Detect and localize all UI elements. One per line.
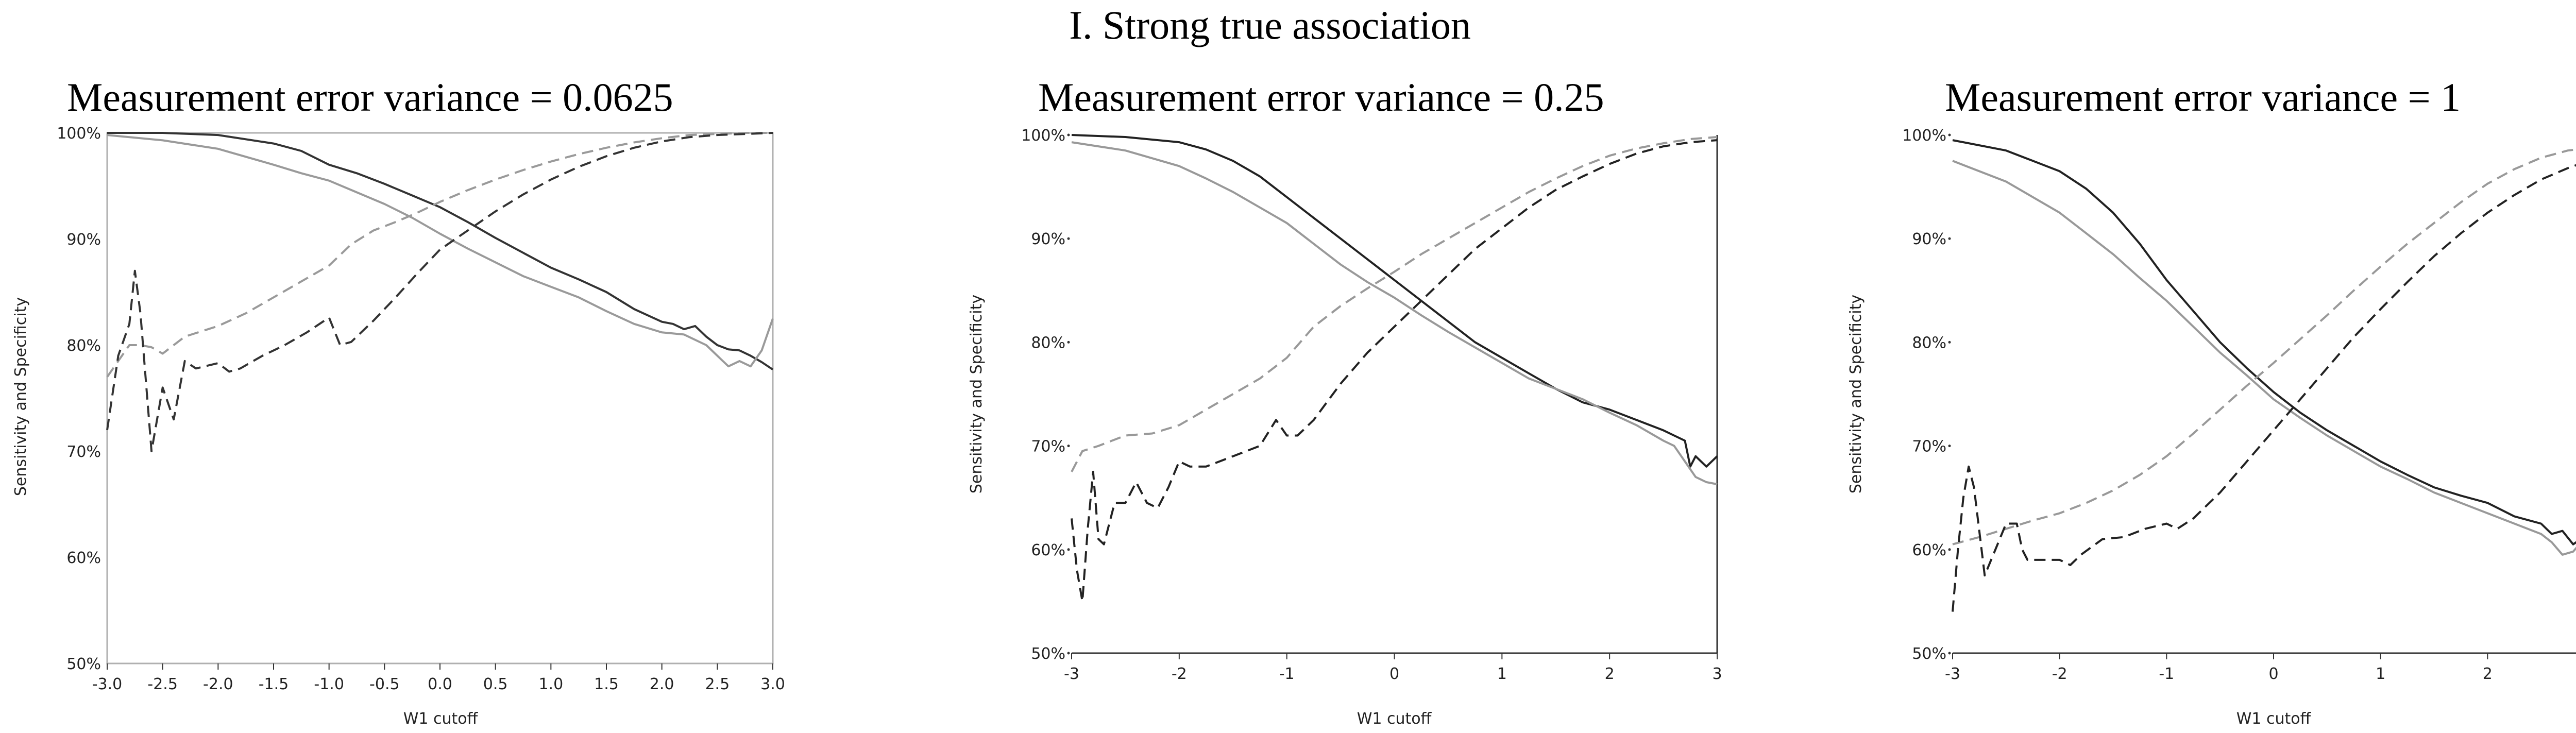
panel-2-y-tick-label: 50% [1031, 645, 1065, 663]
panel-1-x-tick-label: -0.5 [369, 675, 400, 693]
panel-2-x-tick-label: 0 [1389, 665, 1399, 683]
panel-3-y-tick [1948, 340, 1951, 344]
panel-2-series-4-line [1071, 139, 1718, 603]
panel-2-y-tick-label: 70% [1031, 438, 1065, 456]
panel-3-series-2-line [1952, 160, 2576, 556]
panel-2: Measurement error variance = 0.25 Sensit… [968, 75, 1722, 728]
panel-1-x-tick-label: -1.5 [259, 675, 289, 693]
panel-1-y-tick-label: 70% [66, 443, 101, 461]
panel-2-x-tick-label: -2 [1172, 665, 1187, 683]
panel-1: Measurement error variance = 0.0625 Sens… [12, 75, 785, 728]
panel-3-x-tick-label: -3 [1945, 665, 1960, 683]
panel-1-frame [106, 132, 774, 664]
panel-3-y-tick-label: 90% [1912, 230, 1946, 248]
panel-1-x-tick-label: -3.0 [92, 675, 123, 693]
panel-2-y-axis-label: Sensitivity and Specificity [968, 295, 986, 493]
panel-1-y-tick-label: 50% [66, 655, 101, 673]
panel-1-x-tick-label: 2.5 [705, 675, 730, 693]
panel-1-x-tick-label: 3.0 [760, 675, 785, 693]
panel-3-series-1-line [1952, 139, 2576, 546]
panel-1-y-tick-label: 100% [57, 125, 101, 143]
panel-3-y-tick-label: 50% [1912, 645, 1946, 663]
panel-3-x-tick-label: 0 [2268, 665, 2278, 683]
panel-3-y-tick-label: 100% [1902, 127, 1946, 145]
panel-2-y-tick-label: 60% [1031, 541, 1065, 559]
panel-3-y-tick [1948, 652, 1951, 655]
panel-1-x-tick-label: -2.0 [203, 675, 233, 693]
panel-3-y-tick [1948, 133, 1951, 137]
panel-1-x-tick-label: 0.5 [483, 675, 508, 693]
panel-1-series-3-line [106, 132, 773, 378]
panel-2-y-tick [1067, 237, 1070, 240]
panel-3-title: Measurement error variance = 1 [1945, 75, 2461, 120]
panel-1-x-axis-label: W1 cutoff [403, 710, 479, 728]
panel-3-x-tick-label: -2 [2052, 665, 2067, 683]
panel-3-y-tick-label: 70% [1912, 438, 1946, 456]
panel-2-x-tick-label: -1 [1279, 665, 1295, 683]
panel-1-series-2-line [107, 134, 774, 368]
panel-3-x-tick-label: 1 [2376, 665, 2385, 683]
panel-3-y-tick [1948, 445, 1951, 448]
panel-2-title: Measurement error variance = 0.25 [1038, 75, 1604, 120]
panel-3-y-tick [1948, 237, 1951, 240]
panel-2-series-1-line [1071, 134, 1718, 468]
panel-2-x-tick-label: -3 [1064, 665, 1079, 683]
panel-2-series-2-line [1071, 141, 1718, 485]
panel-2-y-tick [1067, 652, 1070, 655]
panel-1-y-tick-label: 90% [66, 231, 101, 249]
panel-3-y-tick-label: 80% [1912, 334, 1946, 352]
panel-2-y-tick [1067, 340, 1070, 344]
panel-1-x-tick-label: -1.0 [314, 675, 344, 693]
panel-1-x-tick-label: 1.5 [594, 675, 619, 693]
panel-1-x-tick-label: 1.0 [538, 675, 563, 693]
panel-1-y-tick-label: 60% [66, 549, 101, 567]
panel-1-plot: -3.0 -2.5 -2.0 -1.5 -1.0 -0.5 0.0 0.5 1.0 1.5 2.0 2… [57, 125, 785, 693]
panel-3-y-tick-label: 60% [1912, 541, 1946, 559]
panel-3-x-tick-label: 2 [2483, 665, 2493, 683]
figure-title: I. Strong true association [1069, 3, 1471, 47]
panel-2-y-tick [1067, 548, 1070, 551]
panel-1-x-tick-label: -2.5 [147, 675, 178, 693]
panel-2-y-tick-label: 90% [1031, 230, 1065, 248]
panel-3: Measurement error variance = 1 Sensitivi… [1847, 75, 2576, 728]
panel-1-y-tick-label: 80% [66, 337, 101, 355]
panel-1-series-1-line [107, 132, 774, 371]
panel-3-series-4-line [1952, 164, 2576, 612]
panel-1-title: Measurement error variance = 0.0625 [67, 75, 673, 120]
panel-3-series-3-line [1952, 148, 2576, 546]
panel-3-x-axis-label: W1 cutoff [2236, 710, 2312, 728]
panel-1-x-tick-label: 2.0 [650, 675, 674, 693]
panel-1-series-4-line [106, 132, 773, 452]
panel-1-x-tick-label: 0.0 [428, 675, 452, 693]
panel-3-y-tick [1948, 548, 1951, 551]
panel-2-plot: -3 -2 -1 0 1 2 3 50% 60% 70% 80% 90% 100% [1021, 127, 1722, 683]
panel-2-series-3-line [1071, 136, 1718, 472]
panel-2-x-tick-label: 1 [1497, 665, 1507, 683]
panel-2-y-tick [1067, 445, 1070, 448]
panel-2-x-axis-label: W1 cutoff [1357, 710, 1432, 728]
panel-2-x-tick-label: 2 [1605, 665, 1615, 683]
panel-2-y-tick-label: 100% [1021, 127, 1065, 145]
panel-2-x-tick-label: 3 [1712, 665, 1722, 683]
panel-3-y-axis-label: Sensitivity and Specificity [1847, 295, 1865, 493]
panel-3-x-tick-label: -1 [2159, 665, 2174, 683]
panel-1-y-axis-label: Sensitivity and Specificity [12, 297, 30, 496]
panel-2-y-tick [1067, 133, 1070, 137]
panel-2-y-tick-label: 80% [1031, 334, 1065, 352]
